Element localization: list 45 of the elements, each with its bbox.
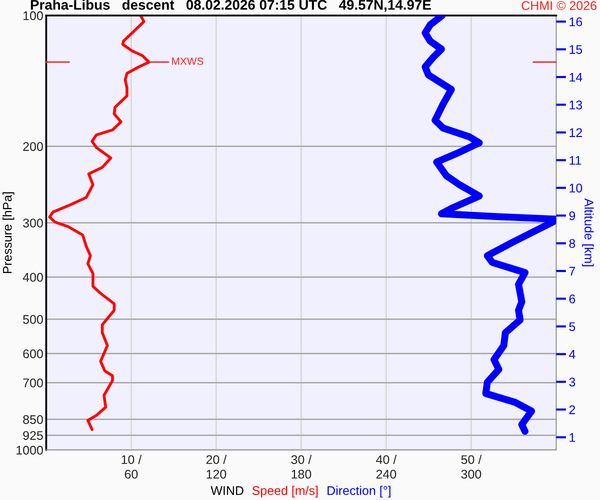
- x2-tick-label: 240: [376, 470, 396, 479]
- y-tick-label: 200: [23, 142, 43, 151]
- y2-axis-title: Altitude [km]: [582, 198, 594, 266]
- y2-tick-label: 2: [569, 405, 576, 414]
- y2-tick-label: 12: [570, 128, 582, 137]
- y2-tick-label: 5: [569, 322, 576, 332]
- text: CHMI © 2026: [522, 1, 596, 10]
- y2-tick-label: 11: [570, 156, 582, 165]
- y2-tick-label: 4: [568, 350, 576, 359]
- y2-tick-label: 6: [569, 294, 576, 304]
- x-tick-label: 10 /: [122, 454, 142, 464]
- x-axis-title: WIND: [210, 486, 244, 495]
- y2-tick-label: 3: [569, 378, 576, 386]
- y2-tick-label: 14: [570, 72, 582, 82]
- chart-title: Praha-Libus descent 08.02.2026 07:15 UTC 49.57N,14.97E: [30, 0, 431, 12]
- x2-tick-label: 300: [461, 470, 482, 479]
- text: Direction [°]: [328, 486, 390, 498]
- y-tick-label: 400: [22, 272, 43, 282]
- y2-tick-label: 8: [569, 239, 576, 248]
- x-tick-label: 30 /: [291, 454, 312, 464]
- x-tick-label: 20 /: [206, 454, 227, 464]
- y2-tick-label: 9: [569, 211, 576, 220]
- x-tick-label: 40 /: [376, 454, 397, 464]
- y2-tick-label: 10: [570, 184, 582, 193]
- y-tick-label: 300: [23, 218, 43, 228]
- x-tick-label: 50 /: [461, 454, 482, 464]
- y-axis-title: Pressure [hPa]: [2, 192, 14, 274]
- y-tick-label: 500: [23, 315, 43, 324]
- y2-tick-label: 13: [570, 100, 582, 110]
- y2-tick-label: 15: [570, 45, 582, 54]
- y2-tick-label: 16: [570, 17, 582, 26]
- y-tick-label: 925: [23, 431, 43, 440]
- y-tick-label: 1000: [16, 446, 43, 455]
- y-tick-label: 700: [23, 378, 43, 388]
- y-tick-label: 100: [24, 11, 43, 20]
- y-tick-label: 850: [23, 415, 43, 424]
- annotation: MXWS: [172, 58, 204, 65]
- y2-tick-label: 7: [569, 266, 576, 276]
- text: Speed [m/s]: [252, 486, 318, 498]
- y2-tick-label: 1: [570, 433, 576, 442]
- x2-tick-label: 120: [206, 470, 226, 479]
- x2-tick-label: 60: [124, 470, 138, 479]
- x2-tick-label: 180: [292, 470, 312, 479]
- line-series: [48, 16, 150, 431]
- y-tick-label: 600: [23, 349, 43, 358]
